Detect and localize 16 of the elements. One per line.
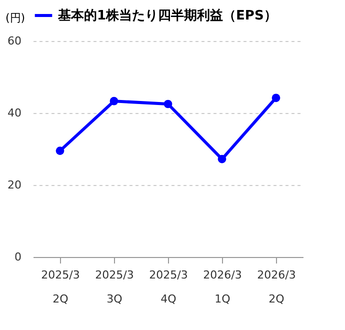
y-tick-label: 60: [8, 34, 22, 48]
point: [164, 100, 172, 108]
x-tick-label: 2026/3 1Q: [203, 268, 242, 306]
point: [110, 96, 118, 106]
y-tick-label: 40: [8, 106, 22, 120]
y-tick-label: 0: [14, 250, 22, 264]
y-tick-label: 20: [8, 178, 22, 192]
point: [218, 154, 226, 164]
y-axis-title: (円): [6, 12, 26, 24]
point: [56, 146, 64, 155]
x-tick-label: 2025/3 3Q: [95, 268, 134, 306]
x-tick-label: 2025/3 2Q: [41, 268, 80, 306]
x-tick-label: 2026/3 2Q: [257, 268, 296, 306]
legend-label: 基本的1株当たり四半期利益（EPS）: [57, 8, 277, 24]
point: [272, 94, 280, 102]
x-tick-label: 2025/3 4Q: [149, 268, 188, 306]
